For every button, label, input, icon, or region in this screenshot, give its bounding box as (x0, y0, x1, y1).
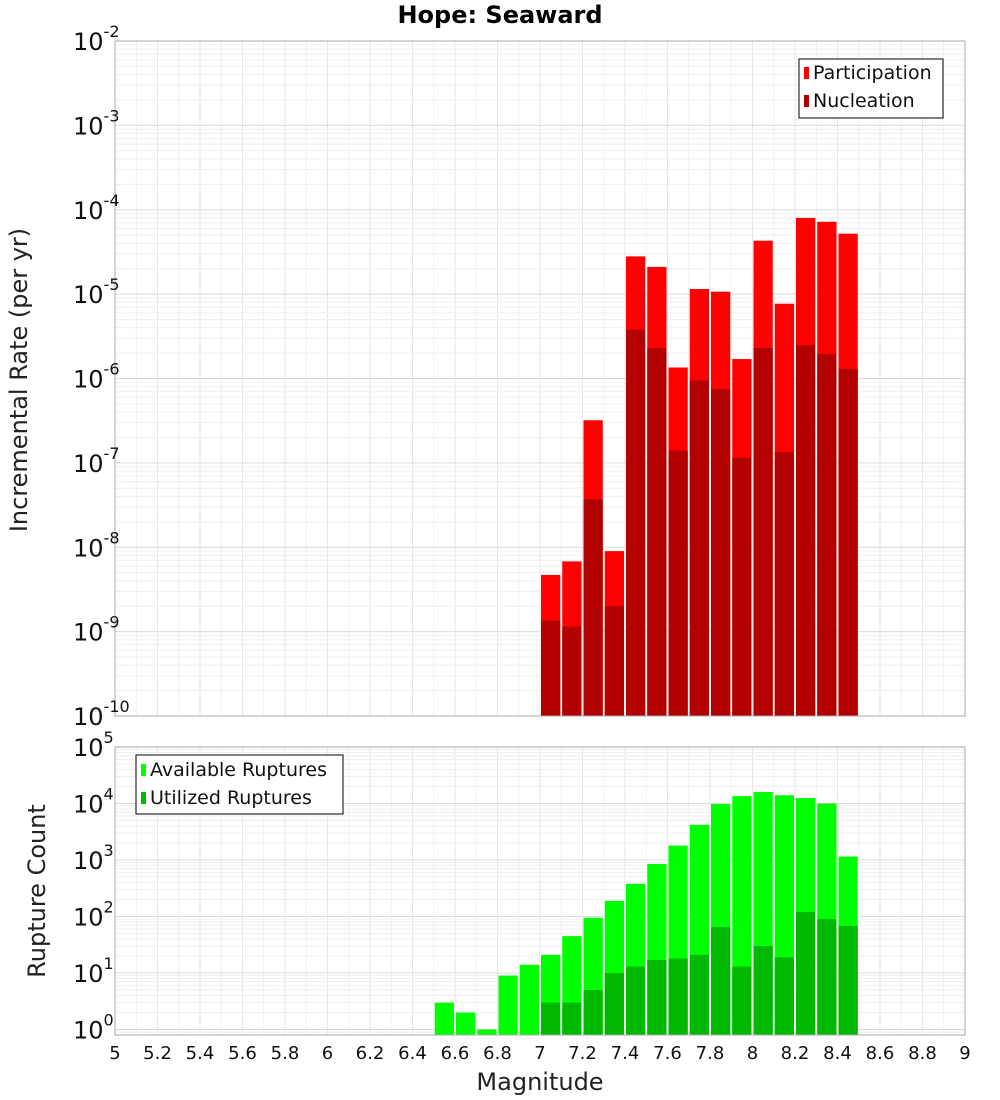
nucleation-bar (689, 380, 709, 716)
bottom-legend-box (135, 754, 344, 815)
top-y-axis-label: Incremental Rate (per yr) (5, 228, 33, 532)
y-tick-label: 10-9 (73, 613, 120, 647)
y-tick-label: 10-4 (73, 191, 120, 225)
utilized-ruptures-bar (838, 925, 858, 1035)
y-tick-label: 10-5 (73, 275, 120, 309)
participation-nucleation-plot: 10-10 10-9 10-8 10-7 10-6 10-5 10-4 10-3 10-2 Ho… (5, 1, 966, 731)
top-legend: Participation Nucleation (798, 58, 944, 119)
x-tick-label: 6.6 (441, 1043, 470, 1064)
x-tick-label: 6 (322, 1043, 333, 1064)
x-tick-label: 6.8 (483, 1043, 512, 1064)
x-tick-labels: 5 5.2 5.4 5.6 5.8 6 6.2 6.4 6.6 6.8 7 7.2 7.4 7.6 7.8 8… (109, 1043, 970, 1064)
y-tick-label: 10-10 (73, 697, 130, 731)
x-tick-label: 7 (534, 1043, 545, 1064)
top-y-tick-labels: 10-10 10-9 10-8 10-7 10-6 10-5 10-4 10-3 10-2 (73, 22, 130, 731)
nucleation-legend-swatch (804, 95, 809, 107)
y-tick-label: 10-7 (73, 444, 120, 478)
nucleation-bar (817, 354, 837, 716)
x-tick-label: 5 (109, 1043, 120, 1064)
nucleation-bar (774, 451, 794, 716)
y-tick-label: 100 (73, 1011, 114, 1045)
top-gridlines (114, 40, 966, 717)
utilized-ruptures-bar (711, 927, 731, 1035)
utilized-ruptures-bar (753, 946, 773, 1035)
utilized-ruptures-bar (562, 1002, 582, 1035)
top-bars (541, 217, 858, 717)
nucleation-bar (753, 347, 773, 716)
y-tick-label: 101 (73, 954, 114, 988)
x-tick-label: 7.8 (696, 1043, 725, 1064)
bottom-y-axis-label: Rupture Count (23, 804, 51, 978)
y-tick-label: 10-8 (73, 528, 120, 562)
utilized-ruptures-legend-label: Utilized Ruptures (150, 787, 312, 809)
utilized-ruptures-bar (668, 958, 688, 1035)
available-ruptures-bar (519, 964, 539, 1035)
nucleation-bar (838, 368, 858, 716)
utilized-ruptures-bar (732, 966, 752, 1035)
x-tick-label: 6.4 (398, 1043, 427, 1064)
nucleation-bar (626, 329, 646, 716)
y-tick-label: 10-6 (73, 360, 120, 394)
available-ruptures-bar (477, 1029, 497, 1035)
y-tick-label: 105 (73, 728, 114, 762)
nucleation-bar (604, 606, 624, 716)
x-tick-label: 7.4 (611, 1043, 640, 1064)
bottom-plot-border (114, 746, 966, 1036)
nucleation-legend-label: Nucleation (813, 90, 915, 112)
participation-legend-label: Participation (813, 62, 932, 84)
available-ruptures-bar (434, 1002, 454, 1035)
x-tick-label: 6.2 (356, 1043, 385, 1064)
x-tick-label: 5.6 (228, 1043, 257, 1064)
chart-title: Hope: Seaward (397, 1, 602, 29)
nucleation-bar (583, 499, 603, 716)
bottom-legend: Available Ruptures Utilized Ruptures (135, 754, 344, 815)
top-plot-border (114, 40, 966, 717)
nucleation-bar (732, 457, 752, 716)
nucleation-bar (711, 389, 731, 716)
utilized-ruptures-bar (796, 912, 816, 1035)
nucleation-bar (668, 450, 688, 716)
nucleation-bar (647, 347, 667, 716)
nucleation-bar (562, 626, 582, 716)
utilized-ruptures-bar (647, 959, 667, 1035)
x-tick-label: 7.2 (568, 1043, 597, 1064)
x-tick-label: 5.2 (143, 1043, 172, 1064)
utilized-ruptures-bar (541, 1002, 561, 1035)
bottom-bars (434, 791, 858, 1035)
utilized-ruptures-bar (604, 973, 624, 1035)
utilized-ruptures-bar (583, 990, 603, 1035)
utilized-ruptures-legend-swatch (141, 792, 146, 804)
available-ruptures-bar (456, 1012, 476, 1035)
y-tick-label: 102 (73, 898, 114, 932)
participation-legend-swatch (804, 67, 809, 79)
x-tick-label: 8.2 (781, 1043, 810, 1064)
nucleation-bar (796, 344, 816, 716)
x-tick-label: 8.8 (908, 1043, 937, 1064)
x-tick-label: 5.8 (271, 1043, 300, 1064)
available-ruptures-legend-swatch (141, 764, 146, 776)
utilized-ruptures-bar (626, 966, 646, 1035)
nucleation-bar (541, 620, 561, 716)
y-tick-label: 104 (73, 785, 114, 819)
utilized-ruptures-bar (774, 957, 794, 1035)
x-tick-label: 9 (959, 1043, 970, 1064)
utilized-ruptures-bar (689, 954, 709, 1035)
utilized-ruptures-bar (817, 919, 837, 1035)
y-tick-label: 10-2 (73, 22, 120, 56)
x-axis-label: Magnitude (476, 1068, 603, 1096)
x-tick-label: 7.6 (653, 1043, 682, 1064)
y-tick-label: 10-3 (73, 106, 120, 140)
x-tick-label: 8 (747, 1043, 758, 1064)
x-tick-label: 8.4 (823, 1043, 852, 1064)
y-tick-label: 103 (73, 841, 114, 875)
available-ruptures-bar (498, 975, 518, 1035)
x-tick-label: 8.6 (866, 1043, 895, 1064)
rupture-count-plot: 100 101 102 103 104 105 5 5.2 5.4 5.6 5.8 6 6.2 6.4 6… (23, 728, 971, 1096)
bottom-y-tick-labels: 100 101 102 103 104 105 (73, 728, 114, 1045)
x-tick-label: 5.4 (186, 1043, 215, 1064)
available-ruptures-legend-label: Available Ruptures (150, 759, 327, 781)
top-legend-box (798, 58, 944, 119)
